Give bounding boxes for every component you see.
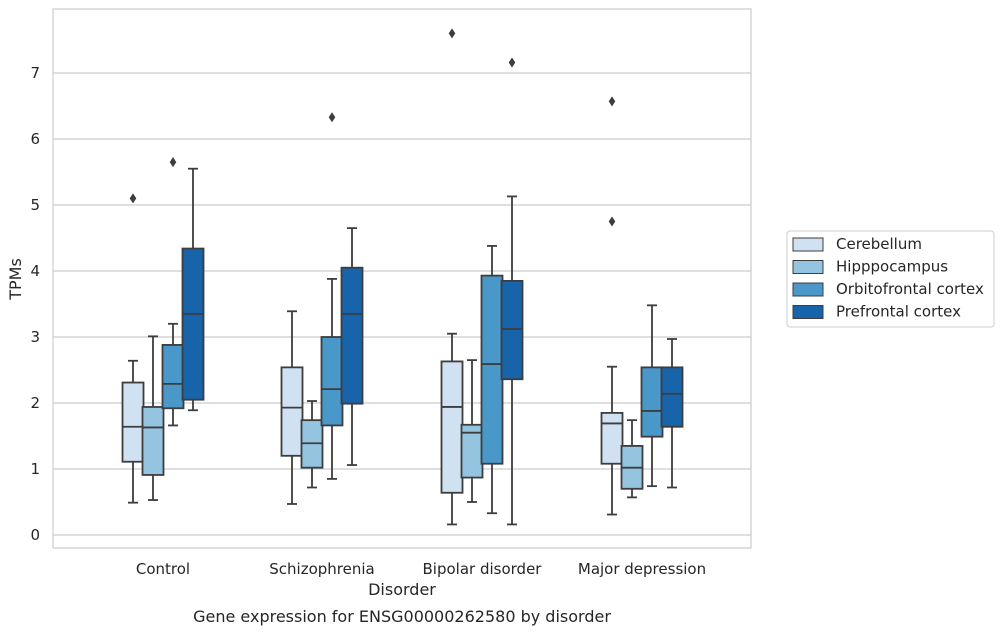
outlier-point [508,57,516,68]
box-prefrontal-cortex [500,57,524,526]
x-tick-label: Schizophrenia [269,560,374,578]
legend-label: Hipppocampus [836,258,948,276]
y-tick-label: 4 [30,262,40,280]
x-tick-label: Major depression [578,560,706,578]
box-iqr [440,360,464,494]
box-iqr [161,344,185,410]
legend-label: Orbitofrontal cortex [836,280,984,298]
x-tick-label: Bipolar disorder [423,560,543,578]
box-hipppocampus [460,359,484,503]
legend-swatch [792,260,824,274]
box-cerebellum [121,193,145,504]
y-tick-label: 5 [30,196,40,214]
legend-label: Prefrontal cortex [836,303,961,321]
box-plot-marks [121,28,684,526]
y-tick-label: 7 [30,64,40,82]
outlier-point [129,193,137,204]
x-axis-ticks: Control Schizophrenia Bipolar disorder Majo… [136,560,706,578]
y-axis-ticks: 0 1 2 3 4 5 6 7 [30,64,40,544]
y-axis-title: TPMs [6,258,25,301]
outlier-point [448,28,456,39]
legend-label: Cerebellum [836,235,922,253]
y-tick-label: 0 [30,526,40,544]
y-tick-label: 2 [30,394,40,412]
box-iqr [600,411,624,465]
box-cerebellum [280,310,304,505]
outlier-point [328,112,336,123]
box-iqr [280,366,304,457]
x-tick-label: Control [136,560,190,578]
box-iqr [121,381,145,463]
box-prefrontal-cortex [181,167,205,412]
box-orbitofrontal-cortex [640,304,664,488]
box-cerebellum [600,96,624,516]
box-hipppocampus [141,335,165,501]
legend-swatch [792,237,824,252]
box-cerebellum [440,28,464,526]
box-iqr [340,266,364,405]
box-iqr [141,406,165,476]
box-orbitofrontal-cortex [320,112,344,480]
legend-frame [786,230,995,328]
box-prefrontal-cortex [340,227,364,466]
legend-swatch [792,305,824,319]
x-axis-title: Disorder [368,580,436,599]
y-tick-label: 3 [30,328,40,346]
y-tick-label: 1 [30,460,40,478]
box-orbitofrontal-cortex [161,157,185,427]
y-tick-label: 6 [30,130,40,148]
plot-area-frame [52,8,752,549]
legend: Cerebellum Hipppocampus Orbitofrontal cort… [786,230,995,328]
box-iqr [640,366,664,438]
box-orbitofrontal-cortex [480,245,504,515]
box-iqr [320,336,344,427]
legend-swatch [792,282,824,297]
box-iqr [660,366,684,428]
outlier-point [608,96,616,107]
box-iqr [480,274,504,465]
box-hipppocampus [300,400,324,489]
box-prefrontal-cortex [660,338,684,489]
chart-caption: Gene expression for ENSG00000262580 by d… [193,607,611,626]
box-hipppocampus [620,419,644,499]
box-iqr [181,247,205,401]
box-iqr [500,279,524,381]
outlier-point [608,216,616,227]
outlier-point [169,157,177,168]
